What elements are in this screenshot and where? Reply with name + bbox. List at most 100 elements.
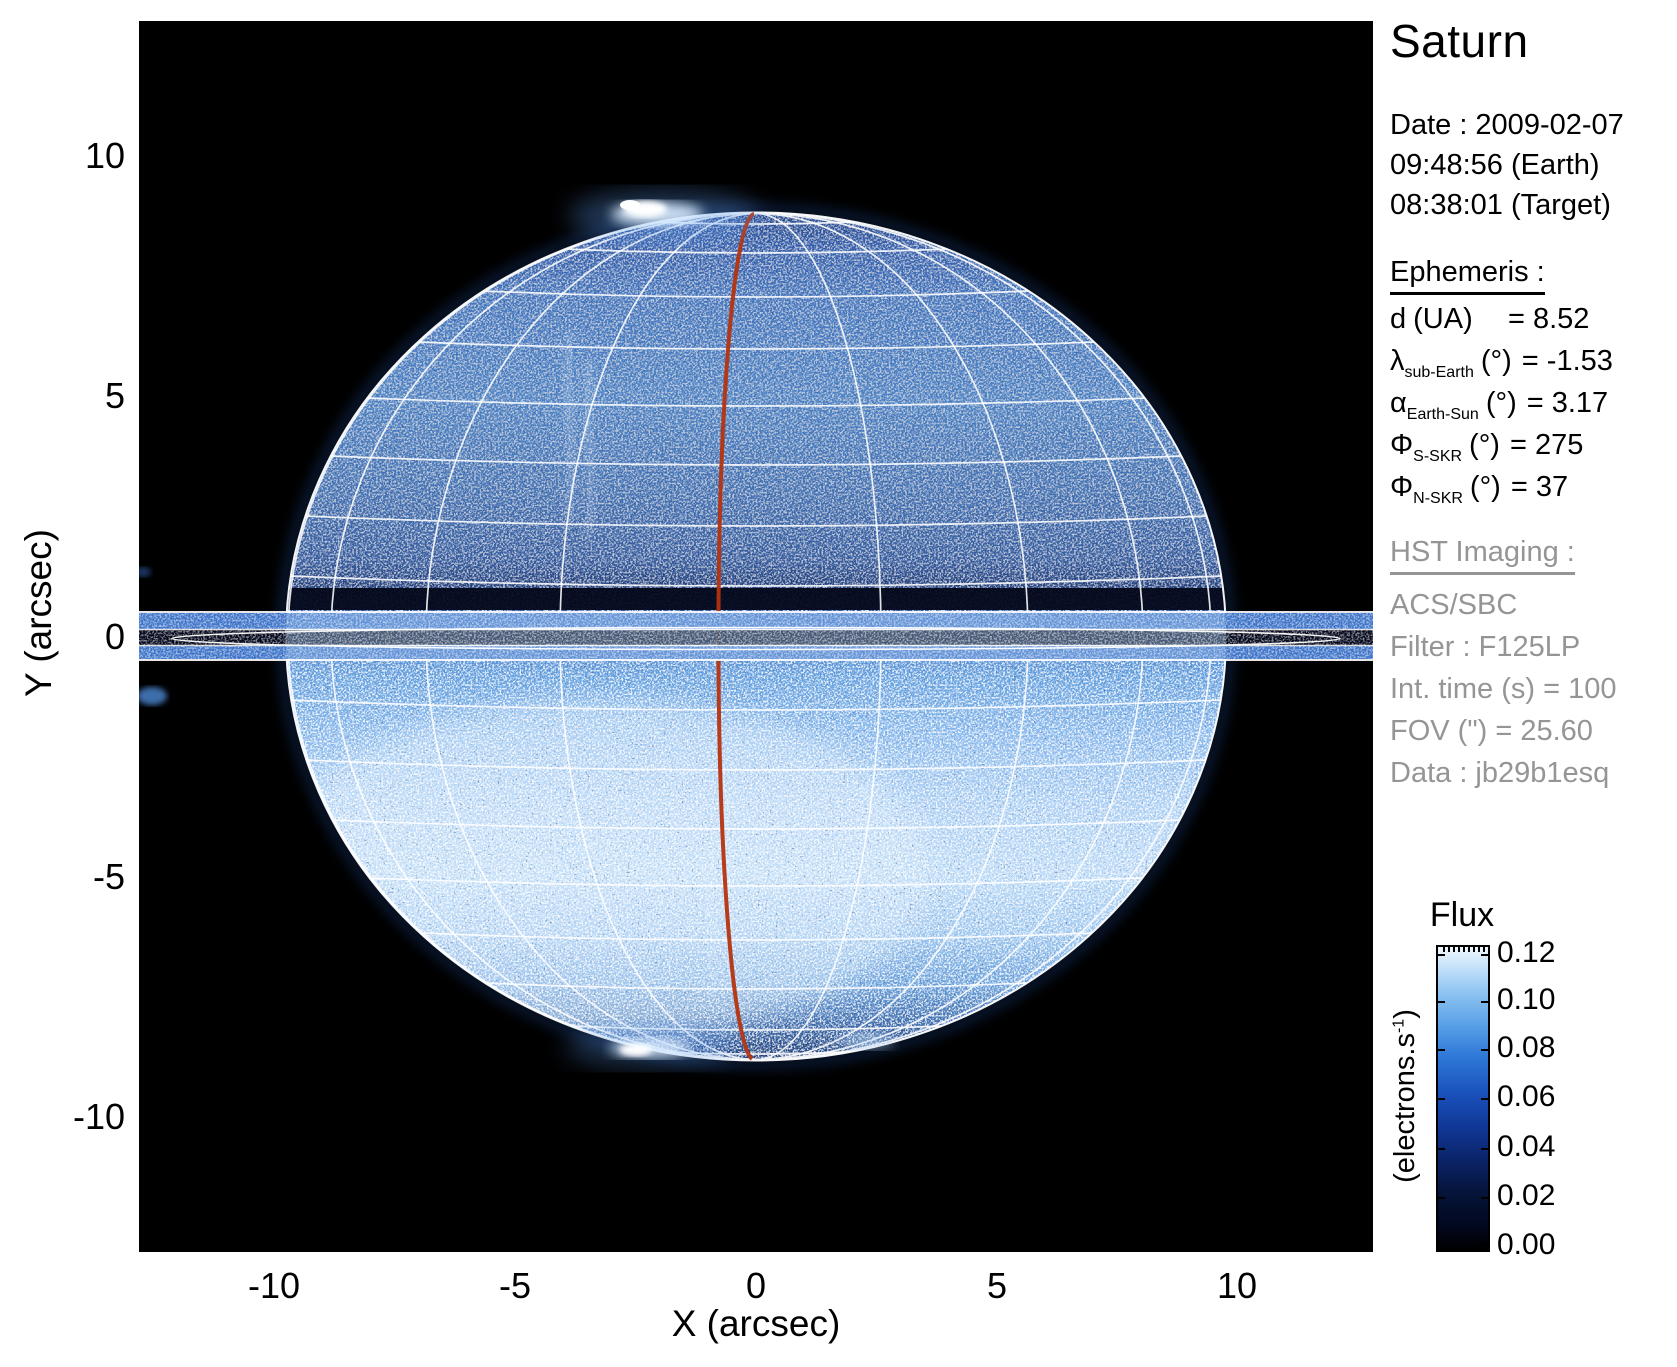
info-panel: Saturn Date : 2009-02-07 09:48:56 (Earth… xyxy=(1390,0,1677,1367)
x-tick-label: -10 xyxy=(247,1265,301,1306)
latitude-line xyxy=(331,819,1181,830)
colorbar-tick xyxy=(1438,1148,1445,1150)
x-tick-label: -5 xyxy=(498,1265,531,1306)
x-tick-label: 0 xyxy=(745,1265,767,1306)
instrument-line: ACS/SBC xyxy=(1390,589,1518,621)
ephemeris-heading: Ephemeris : xyxy=(1390,256,1545,295)
x-tick-label: 10 xyxy=(1216,1265,1258,1306)
colorbar-tick xyxy=(1481,1049,1488,1051)
y-axis-label: Y (arcsec) xyxy=(18,529,59,697)
quantity-unit: (UA) xyxy=(1413,303,1473,335)
quantity-subscript: S-SKR xyxy=(1413,447,1463,465)
rings xyxy=(139,611,1373,661)
quantity-value: = 3.17 xyxy=(1526,387,1609,419)
hst-imaging-heading: HST Imaging : xyxy=(1390,536,1575,575)
observation-datetime: Date : 2009-02-07 09:48:56 (Earth) 08:38… xyxy=(1390,105,1624,225)
ephemeris-row-s-skr-phase: ΦS-SKR (°) = 275 xyxy=(1390,429,1613,471)
hst-imaging-section: HST Imaging : ACS/SBC Filter : F125LP In… xyxy=(1390,536,1616,794)
y-tick-label: -5 xyxy=(92,856,125,897)
colorbar-tick-label: 0.10 xyxy=(1497,983,1556,1016)
ephemeris-row-phase-angle: αEarth-Sun (°) = 3.17 xyxy=(1390,387,1613,429)
filter-line: Filter : F125LP xyxy=(1390,631,1581,663)
latitude-line xyxy=(369,877,1143,887)
edge-blob-artifact xyxy=(139,567,151,577)
quantity-value: = 275 xyxy=(1509,429,1584,461)
colorbar-title: Flux xyxy=(1429,896,1495,934)
y-tick-label: -10 xyxy=(72,1096,125,1137)
quantity-unit: (°) xyxy=(1469,429,1500,461)
colorbar-minor-tick xyxy=(1473,947,1475,952)
y-tick-label: 0 xyxy=(104,616,125,657)
quantity-value: = 37 xyxy=(1510,471,1569,503)
earth-time-line: 09:48:56 (Earth) xyxy=(1390,149,1600,181)
page-title: Saturn xyxy=(1390,15,1529,67)
colorbar-tick xyxy=(1438,954,1445,956)
colorbar-tick-label: 0.04 xyxy=(1497,1130,1556,1163)
colorbar-tick xyxy=(1481,1098,1488,1100)
colorbar-tick-label: 0.12 xyxy=(1497,936,1556,969)
unit-exponent: -1 xyxy=(1390,1018,1408,1034)
colorbar-minor-tick xyxy=(1483,947,1485,952)
colorbar-minor-tick xyxy=(1453,947,1455,952)
y-tick-label: 10 xyxy=(84,135,125,176)
colorbar-tick-label: 0.08 xyxy=(1497,1031,1556,1064)
aurora-secondary-patch xyxy=(838,1033,894,1049)
aurora-core xyxy=(620,1044,652,1056)
colorbar-tick xyxy=(1438,1098,1445,1100)
ephemeris-row-subearth-latitude: λsub-Earth (°) = -1.53 xyxy=(1390,345,1613,387)
edge-blob-artifact xyxy=(139,687,167,705)
south-aurora xyxy=(565,1024,894,1068)
latitude-line xyxy=(366,397,1146,407)
latitude-line xyxy=(290,699,1222,711)
colorbar-tick-label: 0.00 xyxy=(1497,1228,1556,1261)
colorbar-tick xyxy=(1438,1049,1445,1051)
latitude-line xyxy=(417,341,1095,350)
quantity-symbol: Φ xyxy=(1390,471,1414,503)
colorbar-tick xyxy=(1438,1197,1445,1199)
quantity-symbol: d xyxy=(1390,303,1407,335)
colorbar-minor-tick xyxy=(1458,947,1460,952)
quantity-subscript: N-SKR xyxy=(1413,489,1463,507)
target-time-line: 08:38:01 (Target) xyxy=(1390,189,1611,221)
unit-text: (electrons.s xyxy=(1389,1033,1421,1183)
latitude-line xyxy=(419,932,1093,941)
colorbar-tick xyxy=(1438,1243,1445,1245)
unit-text: ) xyxy=(1389,1009,1421,1019)
fov-line: FOV (") = 25.60 xyxy=(1390,715,1593,747)
x-axis-label: X (arcsec) xyxy=(671,1303,841,1344)
ring-speckle xyxy=(139,613,1373,659)
date-line: Date : 2009-02-07 xyxy=(1390,109,1624,141)
quantity-symbol: Φ xyxy=(1390,429,1414,461)
quantity-unit: (°) xyxy=(1485,387,1517,419)
latitude-line xyxy=(305,759,1207,771)
aurora-core-dot xyxy=(620,200,640,210)
flux-colorbar xyxy=(1436,945,1490,1252)
quantity-subscript: Earth-Sun xyxy=(1406,405,1479,423)
colorbar-minor-tick xyxy=(1468,947,1470,952)
colorbar-minor-tick xyxy=(1443,947,1445,952)
integration-time-line: Int. time (s) = 100 xyxy=(1390,673,1617,705)
north-aurora xyxy=(569,190,759,242)
quantity-symbol: α xyxy=(1390,387,1407,419)
quantity-value: = 8.52 xyxy=(1508,303,1590,335)
quantity-subscript: sub-Earth xyxy=(1404,363,1474,381)
quantity-unit: (°) xyxy=(1480,345,1512,377)
quantity-value: = -1.53 xyxy=(1521,345,1613,377)
quantity-unit: (°) xyxy=(1469,471,1501,503)
ring-shadow-band xyxy=(286,588,1226,610)
ephemeris-row-distance: d (UA) = 8.52 xyxy=(1390,303,1613,345)
colorbar-tick xyxy=(1481,1148,1488,1150)
latitude-line xyxy=(484,982,1028,990)
latitude-line xyxy=(483,290,1029,298)
colorbar-tick xyxy=(1481,1243,1488,1245)
latitude-line xyxy=(304,515,1208,527)
latitude-line xyxy=(290,575,1222,587)
colorbar-tick xyxy=(1481,1001,1488,1003)
colorbar-tick xyxy=(1438,1001,1445,1003)
colorbar-minor-tick xyxy=(1463,947,1465,952)
x-tick-label: 5 xyxy=(986,1265,1008,1306)
latitude-line xyxy=(330,455,1182,466)
colorbar-tick xyxy=(1481,1197,1488,1199)
data-id-line: Data : jb29b1esq xyxy=(1390,757,1610,789)
colorbar-tick-label: 0.06 xyxy=(1497,1080,1556,1113)
